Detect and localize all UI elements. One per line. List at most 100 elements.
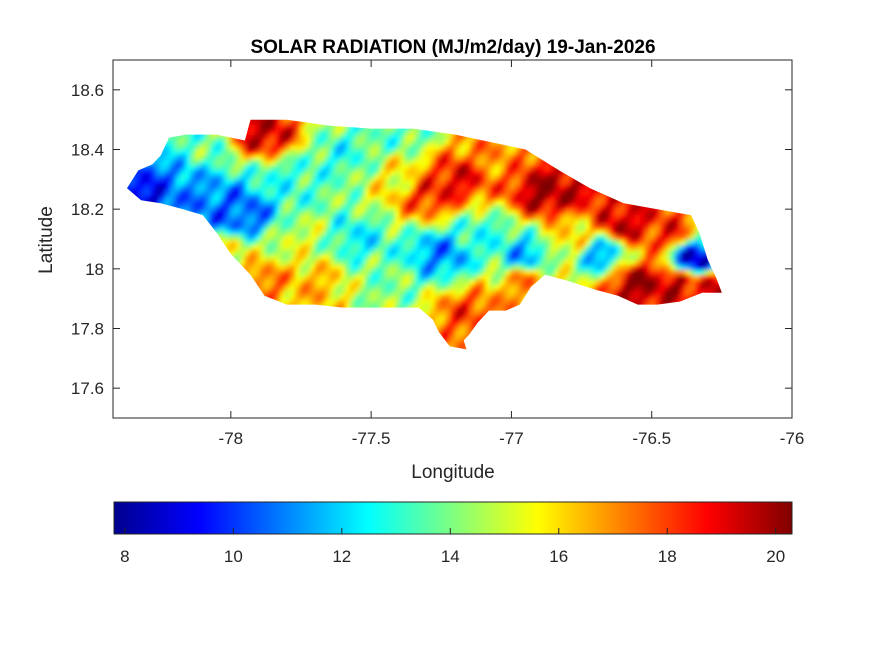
- heat-cell: [295, 290, 301, 296]
- heat-cell: [555, 270, 561, 276]
- heat-cell: [335, 230, 341, 236]
- heat-cell: [575, 210, 581, 216]
- heat-cell: [305, 285, 311, 291]
- heat-cell: [630, 285, 636, 291]
- heat-cell: [645, 235, 651, 241]
- heat-cell: [485, 150, 491, 156]
- heat-cell: [535, 260, 541, 266]
- heat-cell: [240, 215, 246, 221]
- heat-cell: [375, 175, 381, 181]
- heat-cell: [425, 150, 431, 156]
- heat-cell: [305, 255, 311, 261]
- heat-cell: [375, 180, 381, 186]
- heat-cell: [490, 140, 496, 146]
- heat-cell: [680, 280, 686, 286]
- heat-cell: [360, 185, 366, 191]
- heat-cell: [425, 215, 431, 221]
- heat-cell: [490, 170, 496, 176]
- heat-cell: [680, 250, 686, 256]
- heat-cell: [255, 215, 261, 221]
- heat-cell: [525, 265, 531, 271]
- heat-cell: [675, 215, 681, 221]
- heat-cell: [380, 175, 386, 181]
- heat-cell: [335, 265, 341, 271]
- heat-cell: [315, 285, 321, 291]
- heat-cell: [270, 170, 276, 176]
- heat-cell: [480, 140, 486, 146]
- heat-cell: [610, 280, 616, 286]
- heat-cell: [315, 135, 321, 141]
- heat-cell: [400, 205, 406, 211]
- heat-cell: [515, 245, 521, 251]
- heat-cell: [490, 235, 496, 241]
- heat-cell: [560, 200, 566, 206]
- heat-cell: [380, 210, 386, 216]
- heat-cell: [300, 245, 306, 251]
- heat-cell: [340, 190, 346, 196]
- heat-cell: [660, 285, 666, 291]
- heat-cell: [495, 225, 501, 231]
- heat-cell: [265, 190, 271, 196]
- heat-cell: [435, 170, 441, 176]
- heat-cell: [605, 240, 611, 246]
- heat-cell: [490, 275, 496, 281]
- heat-cell: [665, 265, 671, 271]
- heat-cell: [400, 285, 406, 291]
- heat-cell: [210, 225, 216, 231]
- heat-cell: [500, 275, 506, 281]
- heat-cell: [305, 290, 311, 296]
- heat-cell: [495, 155, 501, 161]
- heat-cell: [640, 255, 646, 261]
- heat-cell: [395, 190, 401, 196]
- heat-cell: [470, 295, 476, 301]
- heat-cell: [350, 205, 356, 211]
- heat-cell: [505, 300, 511, 306]
- heat-cell: [685, 275, 691, 281]
- heat-cell: [605, 215, 611, 221]
- heat-cell: [635, 225, 641, 231]
- heat-cell: [270, 270, 276, 276]
- heat-cell: [200, 205, 206, 211]
- heat-cell: [365, 180, 371, 186]
- heat-cell: [530, 245, 536, 251]
- heat-cell: [185, 155, 191, 161]
- heat-cell: [530, 225, 536, 231]
- heat-cell: [505, 155, 511, 161]
- heat-cell: [595, 275, 601, 281]
- heat-cell: [255, 260, 261, 266]
- heat-cell: [255, 165, 261, 171]
- heat-cell: [410, 225, 416, 231]
- heat-cell: [580, 260, 586, 266]
- heat-cell: [180, 145, 186, 151]
- heat-cell: [530, 275, 536, 281]
- heat-cell: [200, 210, 206, 216]
- heat-cell: [475, 180, 481, 186]
- heat-cell: [290, 215, 296, 221]
- heat-cell: [475, 225, 481, 231]
- heat-cell: [470, 280, 476, 286]
- heat-cell: [315, 185, 321, 191]
- heat-cell: [570, 185, 576, 191]
- heat-cell: [565, 195, 571, 201]
- heat-cell: [420, 140, 426, 146]
- heat-cell: [525, 160, 531, 166]
- heat-cell: [300, 235, 306, 241]
- heat-cell: [425, 175, 431, 181]
- heat-cell: [660, 260, 666, 266]
- heat-cell: [325, 280, 331, 286]
- heat-cell: [305, 265, 311, 271]
- heat-cell: [390, 140, 396, 146]
- heat-cell: [300, 205, 306, 211]
- heat-cell: [515, 180, 521, 186]
- heat-cell: [325, 195, 331, 201]
- heat-cell: [620, 215, 626, 221]
- heat-cell: [555, 230, 561, 236]
- heat-cell: [500, 170, 506, 176]
- heat-cell: [620, 240, 626, 246]
- heat-cell: [370, 250, 376, 256]
- heat-cell: [525, 235, 531, 241]
- heat-cell: [305, 205, 311, 211]
- heat-cell: [130, 180, 136, 186]
- heat-cell: [510, 200, 516, 206]
- heat-cell: [575, 270, 581, 276]
